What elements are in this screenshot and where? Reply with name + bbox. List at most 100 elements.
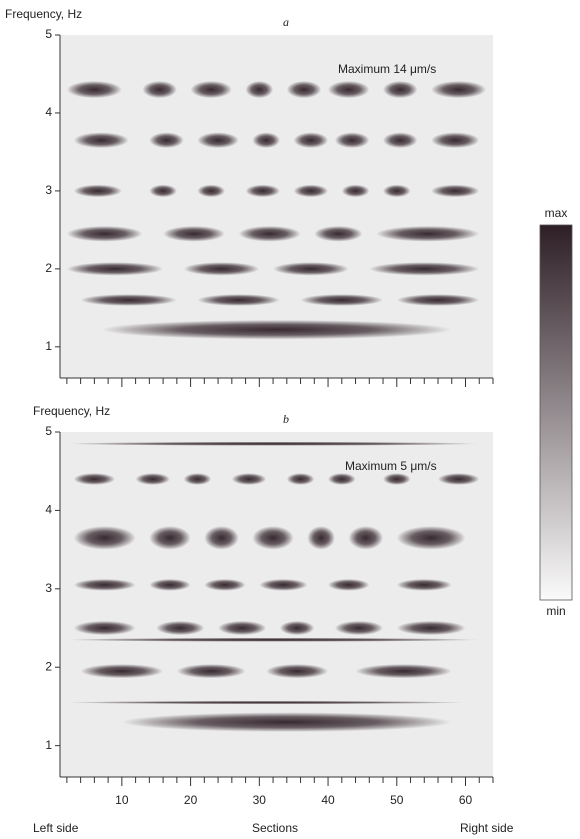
band-blob (74, 185, 122, 197)
x-tick-label: 20 (184, 793, 198, 807)
band-blob (287, 81, 321, 98)
band-blob (218, 621, 266, 635)
band-blob (266, 664, 328, 678)
band-blob (67, 81, 122, 98)
colorbar-min-label: min (546, 604, 565, 618)
band-blob (356, 664, 452, 678)
band-blob (342, 185, 369, 197)
colorbar (540, 225, 572, 600)
band-blob (328, 473, 355, 485)
band-blob (383, 185, 410, 197)
band-blob (74, 473, 115, 485)
panel-letter: a (283, 15, 289, 29)
band-blob (101, 320, 452, 339)
band-blob (67, 638, 479, 642)
band-blob (177, 664, 246, 678)
band-blob (397, 579, 452, 591)
y-tick-label: 3 (45, 183, 52, 197)
band-blob (67, 262, 163, 275)
band-blob (328, 579, 369, 591)
band-blob (67, 701, 466, 704)
band-blob (369, 262, 479, 275)
band-blob (376, 226, 479, 242)
band-blob (81, 664, 163, 678)
band-blob (314, 226, 362, 242)
figure: 1 2 3 4 5 Frequency, Hz a Maximum 14 μm/s max min… (0, 0, 580, 839)
band-blob (252, 132, 279, 148)
x-tick-label: 50 (390, 793, 404, 807)
band-blob (301, 294, 383, 306)
band-blob (156, 621, 204, 635)
panel-letter: b (283, 412, 289, 426)
band-blob (335, 132, 369, 148)
band-blob (397, 526, 466, 550)
band-blob (431, 81, 486, 98)
band-blob (149, 526, 190, 550)
y-tick-label: 1 (45, 339, 52, 353)
band-blob (294, 132, 328, 148)
band-blob (383, 81, 417, 98)
band-blob (438, 473, 479, 485)
band-blob (163, 226, 225, 242)
band-blob (204, 579, 245, 591)
y-tick-label: 5 (45, 424, 52, 438)
x-left-label: Left side (33, 821, 79, 835)
band-blob (191, 81, 232, 98)
band-blob (349, 526, 383, 550)
band-blob (122, 712, 452, 732)
band-blob (246, 185, 280, 197)
y-tick-label: 2 (45, 261, 52, 275)
band-blob (149, 579, 190, 591)
y-axis-title: Frequency, Hz (33, 404, 110, 418)
y-tick-label: 3 (45, 581, 52, 595)
x-tick-label: 30 (253, 793, 267, 807)
y-tick-label: 4 (45, 105, 52, 119)
band-blob (67, 226, 143, 242)
y-tick-label: 2 (45, 659, 52, 673)
band-blob (239, 226, 301, 242)
band-blob (136, 473, 170, 485)
band-blob (431, 185, 479, 197)
band-blob (335, 621, 383, 635)
band-blob (383, 473, 410, 485)
y-tick-label: 1 (45, 738, 52, 752)
annotation: Maximum 14 μm/s (338, 62, 436, 76)
band-blob (184, 473, 211, 485)
y-tick-label: 4 (45, 503, 52, 517)
band-blob (252, 526, 293, 550)
x-tick-label: 60 (459, 793, 473, 807)
x-axis-title: Sections (252, 821, 298, 835)
band-blob (431, 132, 479, 148)
band-blob (197, 132, 238, 148)
band-blob (197, 294, 279, 306)
band-blob (74, 621, 136, 635)
x-tick-label: 40 (321, 793, 335, 807)
band-blob (204, 526, 238, 550)
band-blob (307, 526, 334, 550)
band-blob (383, 132, 417, 148)
y-axis-title: Frequency, Hz (5, 7, 82, 21)
band-blob (280, 621, 314, 635)
band-blob (294, 185, 328, 197)
band-blob (81, 294, 177, 306)
band-blob (246, 81, 273, 98)
band-blob (142, 81, 176, 98)
band-blob (287, 473, 314, 485)
band-blob (74, 526, 136, 550)
x-right-label: Right side (460, 821, 514, 835)
band-blob (397, 294, 479, 306)
band-blob (328, 81, 369, 98)
band-blob (259, 579, 307, 591)
colorbar-max-label: max (545, 206, 568, 220)
x-tick-label: 10 (115, 793, 129, 807)
band-blob (273, 262, 349, 275)
band-blob (149, 132, 183, 148)
band-blob (67, 442, 479, 446)
annotation: Maximum 5 μm/s (345, 459, 437, 473)
band-blob (197, 185, 224, 197)
band-blob (74, 132, 129, 148)
band-blob (74, 579, 136, 591)
band-blob (184, 262, 260, 275)
band-blob (397, 621, 466, 635)
band-blob (232, 473, 266, 485)
